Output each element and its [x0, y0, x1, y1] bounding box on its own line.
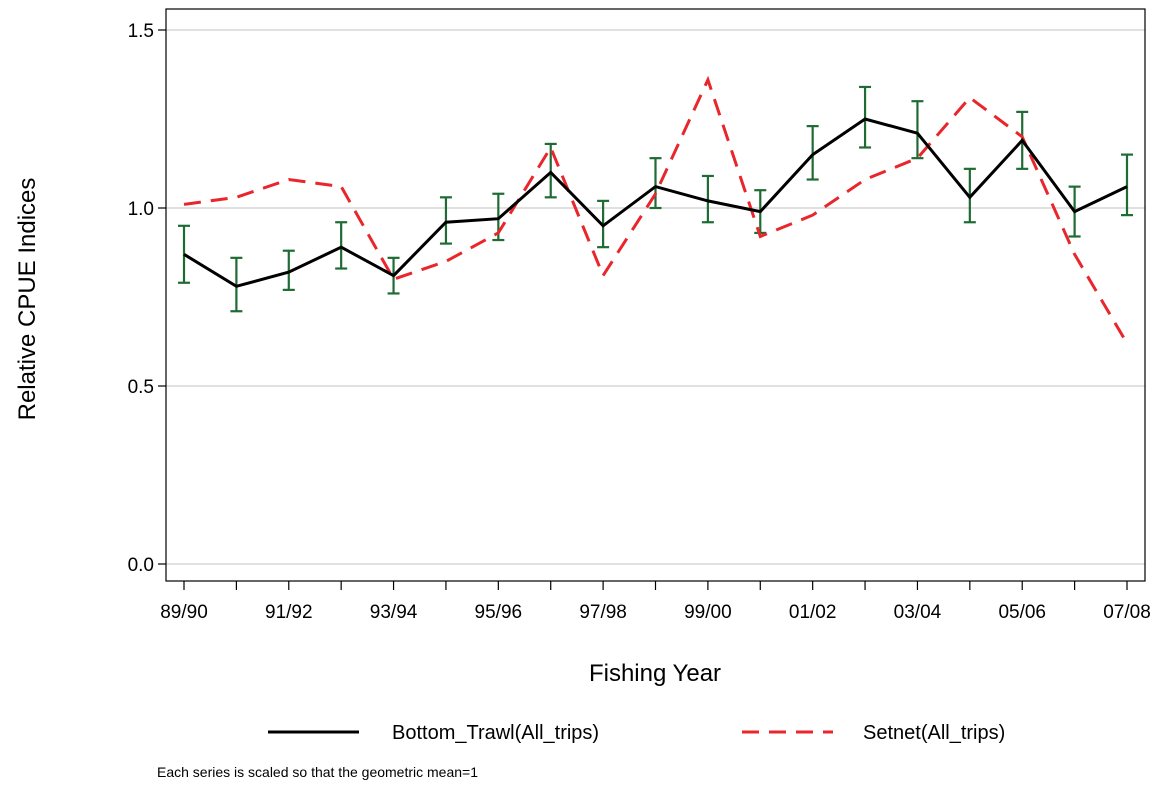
error-bar	[701, 174, 714, 224]
x-tick-label: 03/04	[894, 602, 942, 623]
error-bar	[439, 196, 452, 245]
x-tick-label: 93/94	[370, 602, 418, 623]
error-bar	[911, 100, 924, 160]
series-line	[183, 117, 1128, 288]
series-line	[183, 75, 1129, 345]
error-bar	[1121, 153, 1133, 217]
x-tick-label: 99/00	[684, 602, 732, 623]
y-tick-label: 1.5	[128, 21, 154, 42]
error-bars	[178, 85, 1133, 313]
x-tick-label: 91/92	[265, 602, 313, 623]
x-axis: 89/90 91/92 93/94 95/96 97/98 99/00 01/02 03/04…	[160, 581, 1151, 623]
legend-label: Setnet(All_trips)	[863, 722, 1005, 744]
x-tick-label: 97/98	[579, 602, 627, 623]
error-bar	[178, 224, 190, 284]
y-tick-label: 0.5	[128, 377, 154, 398]
y-axis-title: Relative CPUE Indices	[14, 178, 41, 421]
x-tick-label: 89/90	[160, 602, 208, 623]
legend-item: Bottom_Trawl(All_trips)	[268, 722, 599, 744]
y-axis: 0.0 0.5 1.0 1.5	[128, 21, 166, 576]
x-tick-label: 05/06	[998, 602, 1046, 623]
x-tick-label: 01/02	[789, 602, 837, 623]
error-bar	[649, 157, 662, 210]
grid-layer	[166, 29, 1145, 565]
plot-frame	[165, 8, 1146, 582]
legend-label: Bottom_Trawl(All_trips)	[392, 722, 599, 744]
x-tick-label: 07/08	[1103, 602, 1151, 623]
series-lines	[183, 75, 1129, 345]
error-bar	[859, 85, 872, 149]
error-bar	[335, 221, 348, 270]
legend-item: Setnet(All_trips)	[742, 722, 1005, 744]
footnote: Each series is scaled so that the geomet…	[157, 764, 478, 780]
legend: Bottom_Trawl(All_trips) Setnet(All_trips)	[268, 722, 1005, 744]
x-tick-label: 95/96	[475, 602, 523, 623]
x-axis-title: Fishing Year	[589, 660, 721, 687]
y-tick-label: 0.0	[128, 555, 154, 576]
error-bar	[282, 249, 295, 291]
y-tick-label: 1.0	[128, 199, 154, 220]
